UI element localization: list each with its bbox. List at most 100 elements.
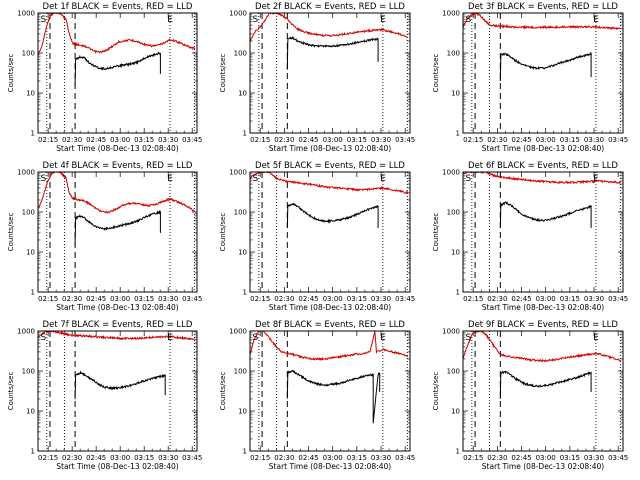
x-tick-label: 03:30 (371, 454, 391, 462)
x-tick-label: 03:45 (608, 136, 628, 144)
panel-title: Det 2f BLACK = Events, RED = LLD (255, 2, 405, 12)
panel-det-7: Det 7f BLACK = Events, RED = LLD Counts/s… (7, 320, 202, 471)
y-tick-label: 1000 (17, 10, 35, 18)
events-series-black (499, 370, 592, 399)
x-axis-label: Start Time (08-Dec-13 02:08:40) (482, 462, 604, 471)
x-tick-label: 03:30 (371, 136, 391, 144)
panel-title: Det 5f BLACK = Events, RED = LLD (255, 161, 405, 171)
x-tick-label: 03:15 (134, 295, 154, 303)
x-axis-label: Start Time (08-Dec-13 02:08:40) (482, 303, 604, 312)
x-tick-label: 03:00 (536, 454, 556, 462)
lld-series-red (250, 172, 409, 195)
x-axis-label: Start Time (08-Dec-13 02:08:40) (269, 303, 391, 312)
y-axis-label: Counts/sec (7, 213, 15, 252)
plot-area (38, 331, 196, 400)
lld-series-red (250, 331, 409, 362)
panel-det-6: Det 6f BLACK = Events, RED = LLD Counts/s… (432, 161, 628, 312)
y-tick-label: 10 (26, 408, 35, 416)
x-axis-label: Start Time (08-Dec-13 02:08:40) (56, 462, 178, 471)
panel-title: Det 1f BLACK = Events, RED = LLD (43, 2, 193, 12)
x-tick-label: 03:30 (584, 295, 604, 303)
y-tick-label: 1 (456, 289, 460, 297)
events-series-black (286, 369, 381, 424)
x-axis-label: Start Time (08-Dec-13 02:08:40) (482, 144, 604, 153)
x-tick-label: 02:45 (511, 454, 531, 462)
x-tick-label: 02:30 (62, 136, 82, 144)
y-tick-label: 1 (456, 130, 460, 138)
y-tick-label: 10 (451, 249, 460, 257)
y-tick-label: 100 (234, 368, 247, 376)
x-tick-label: 03:45 (182, 295, 202, 303)
x-tick-label: 02:45 (511, 295, 531, 303)
y-tick-label: 10 (26, 90, 35, 98)
events-series-black (74, 51, 161, 86)
y-tick-label: 100 (234, 50, 247, 58)
x-tick-label: 03:30 (584, 136, 604, 144)
y-tick-label: 10 (451, 90, 460, 98)
x-tick-label: 03:00 (110, 295, 130, 303)
x-tick-label: 02:15 (38, 295, 58, 303)
plot-area (250, 13, 409, 70)
y-tick-label: 1 (456, 448, 460, 456)
x-tick-label: 02:15 (38, 136, 58, 144)
plot-frame (462, 171, 624, 293)
start-marker-letter: S (40, 333, 46, 343)
plot-frame (37, 171, 198, 293)
y-axis-label: Counts/sec (219, 372, 227, 411)
x-tick-label: 02:15 (463, 136, 483, 144)
start-marker-letter: S (253, 333, 259, 343)
x-tick-label: 03:15 (560, 454, 580, 462)
events-series-black (74, 370, 166, 400)
plot-area (38, 13, 196, 86)
y-axis-label: Counts/sec (219, 54, 227, 93)
end-marker-letter: E (593, 333, 599, 343)
x-tick-label: 02:45 (298, 136, 318, 144)
y-axis-label: Counts/sec (7, 372, 15, 411)
plot-area (463, 13, 622, 82)
y-tick-label: 1 (243, 289, 247, 297)
x-tick-label: 02:15 (463, 295, 483, 303)
x-tick-label: 03:15 (134, 454, 154, 462)
x-tick-label: 02:15 (250, 454, 270, 462)
y-tick-label: 1000 (17, 169, 35, 177)
panel-title: Det 6f BLACK = Events, RED = LLD (468, 161, 618, 171)
x-tick-label: 02:15 (250, 295, 270, 303)
y-axis-label: Counts/sec (7, 54, 15, 93)
start-marker-letter: S (40, 174, 46, 184)
end-marker-letter: E (380, 174, 386, 184)
x-tick-label: 02:45 (298, 295, 318, 303)
x-tick-label: 03:15 (134, 136, 154, 144)
y-tick-label: 10 (26, 249, 35, 257)
plot-area (38, 172, 196, 245)
y-tick-label: 100 (447, 50, 460, 58)
plot-frame (37, 330, 198, 452)
x-tick-label: 02:15 (463, 454, 483, 462)
start-marker-letter: S (466, 15, 472, 25)
x-tick-label: 03:15 (347, 454, 367, 462)
events-series-black (286, 202, 379, 228)
y-tick-label: 100 (22, 50, 35, 58)
end-marker-letter: E (593, 174, 599, 184)
end-marker-letter: E (380, 333, 386, 343)
x-tick-label: 02:30 (487, 136, 507, 144)
lld-series-red (250, 13, 409, 42)
y-tick-label: 1 (243, 448, 247, 456)
lld-series-red (463, 172, 622, 185)
x-tick-label: 02:15 (250, 136, 270, 144)
panel-det-3: Det 3f BLACK = Events, RED = LLD Counts/s… (432, 2, 628, 153)
y-tick-label: 100 (447, 209, 460, 217)
end-marker-letter: E (167, 15, 173, 25)
panel-title: Det 8f BLACK = Events, RED = LLD (255, 320, 405, 330)
y-tick-label: 1000 (442, 328, 460, 336)
y-tick-label: 100 (22, 209, 35, 217)
x-tick-label: 03:30 (584, 454, 604, 462)
y-tick-label: 1 (31, 130, 35, 138)
x-tick-label: 02:30 (62, 454, 82, 462)
x-tick-label: 03:30 (158, 136, 178, 144)
x-tick-label: 03:00 (323, 295, 343, 303)
y-axis-label: Counts/sec (432, 213, 440, 252)
panel-det-1: Det 1f BLACK = Events, RED = LLD Counts/s… (7, 2, 202, 153)
x-tick-label: 02:30 (487, 295, 507, 303)
events-series-black (499, 201, 592, 228)
